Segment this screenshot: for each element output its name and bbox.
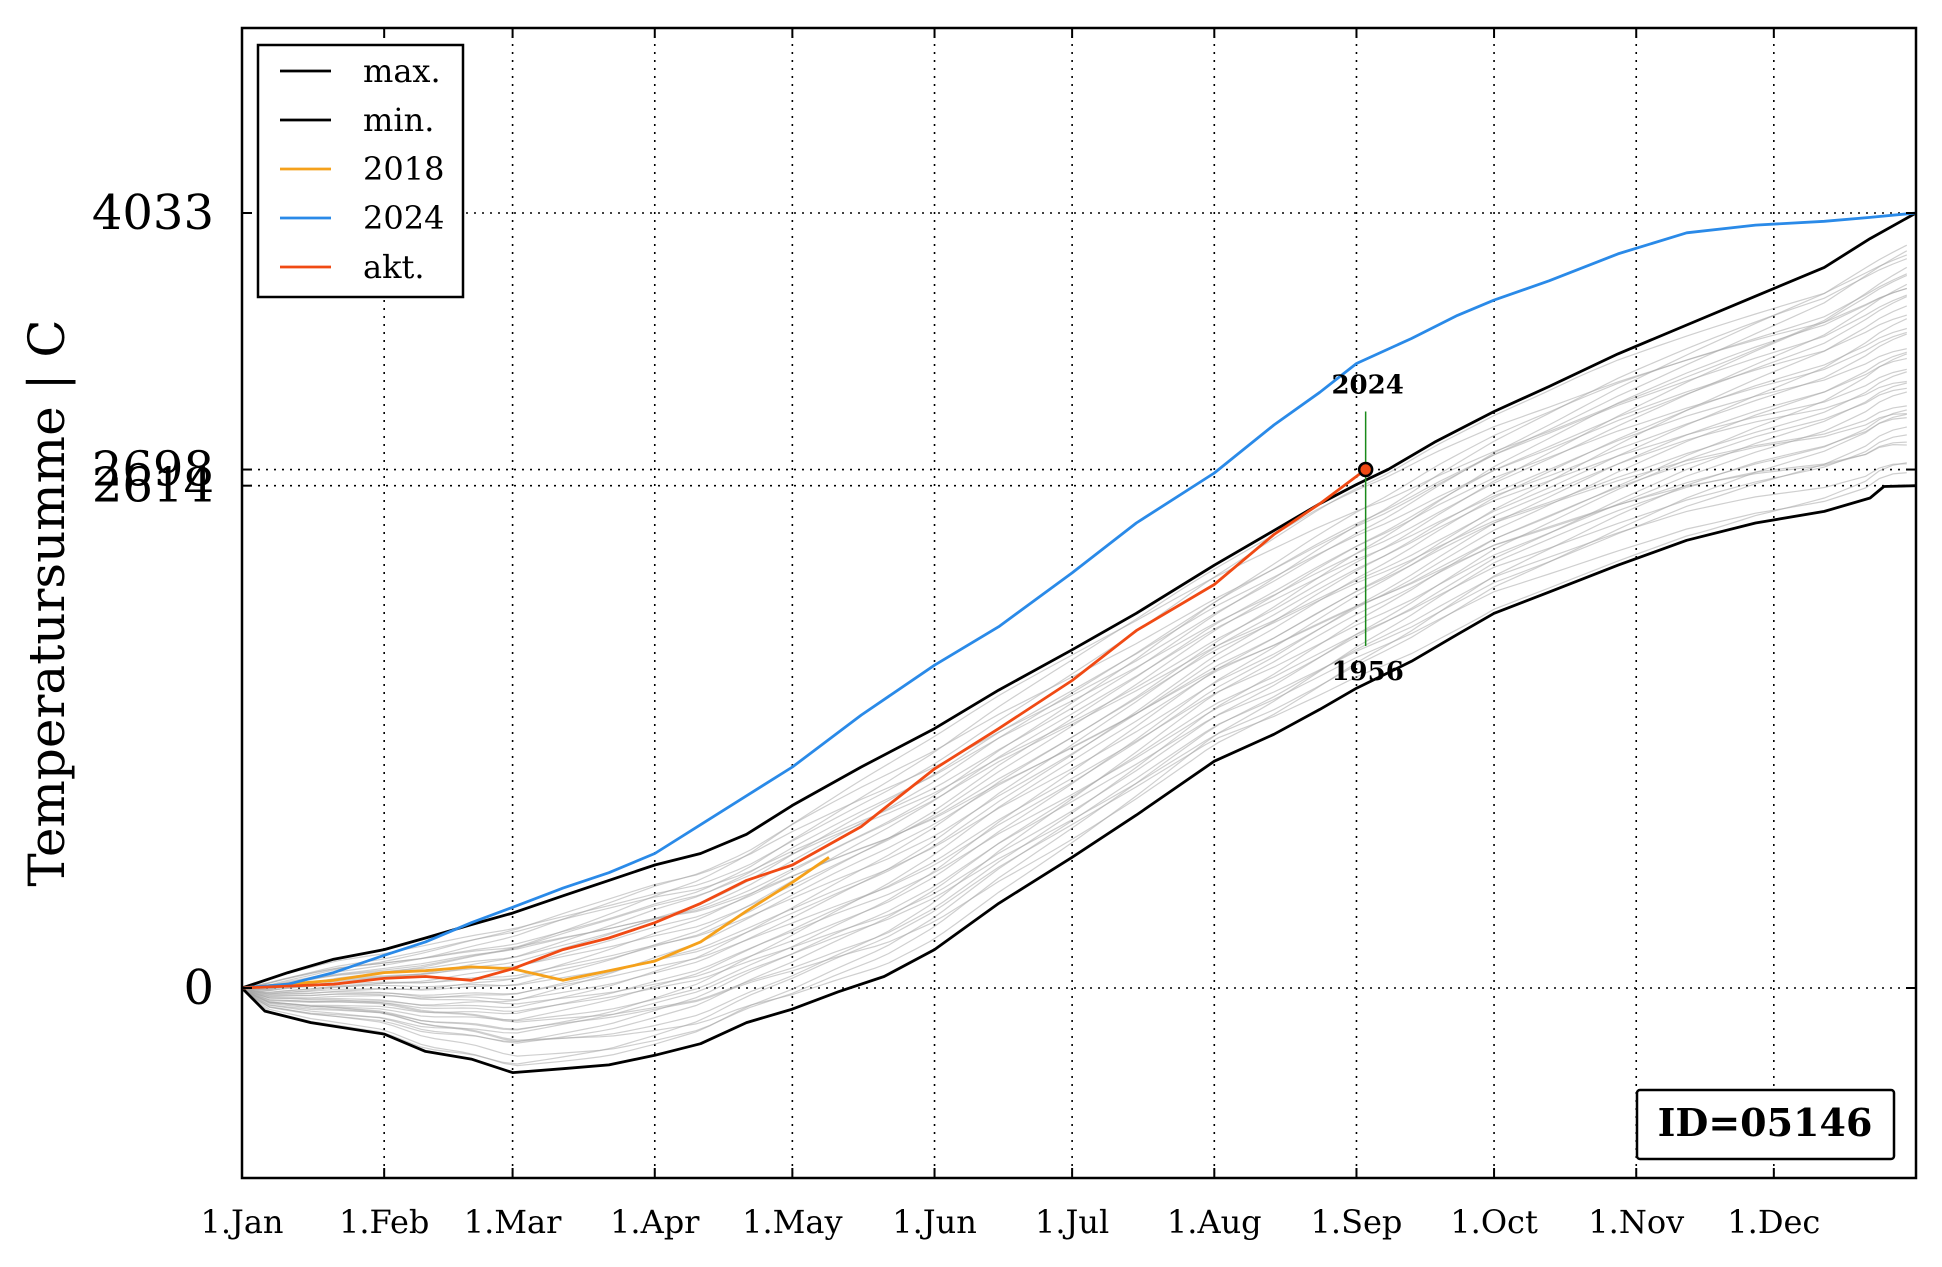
historical-year-line [241,273,1908,989]
y-tick-label: 0 [183,960,214,1016]
historical-year-line [241,413,1907,1023]
historical-year-line [241,254,1908,989]
historical-year-line [241,391,1907,1021]
historical-year-line [241,380,1907,1005]
historical-year-line [241,294,1908,989]
x-tick-label: 1.Jun [892,1203,977,1241]
historical-year-line [241,266,1908,989]
y-tick-label: 2698 [92,442,214,498]
historical-year-line [241,258,1908,989]
historical-year-line [241,387,1907,1012]
historical-year-line [241,274,1908,990]
x-tick-label: 1.Jan [200,1203,283,1241]
historical-year-line [241,382,1907,1015]
historical-year-line [241,296,1908,990]
legend-label: max. [363,52,441,90]
max-year-label: 2024 [1331,371,1403,401]
y-axis-label: Temperatursumme | C [18,319,76,886]
x-tick-label: 1.May [742,1203,842,1241]
plot-frame [240,26,1918,1180]
station-id-box: ID=05146 [1635,1088,1896,1161]
legend-frame [256,43,465,299]
station-id-frame [1635,1088,1896,1161]
series-line-max [241,211,1917,990]
current-value-point [1357,461,1374,478]
historical-year-line [241,244,1908,989]
historical-year-line [241,327,1907,994]
x-tick-label: 1.Feb [339,1203,429,1241]
legend: max. min. 2018 2024 akt. [256,43,465,299]
historical-year-line [241,417,1907,1030]
legend-label: akt. [363,248,425,286]
historical-year-line [241,250,1908,989]
y-tick-label: 4033 [92,185,214,241]
historical-year-line [241,331,1907,992]
legend-label: 2024 [363,199,444,237]
historical-year-line [241,472,1907,1067]
legend-label: 2018 [363,150,444,188]
historical-year-line [241,462,1907,1065]
station-id-text: ID=05146 [1658,1100,1873,1145]
series-layer [241,211,1917,1074]
x-tick-label: 1.Oct [1450,1203,1538,1241]
series-line-akt [241,468,1367,990]
min-year-label: 1956 [1331,657,1403,687]
series-line-2024 [241,211,1917,990]
historical-year-line [241,413,1907,1034]
x-tick-label: 1.Mar [464,1203,562,1241]
historical-year-line [241,348,1907,993]
x-tick-label: 1.Dec [1727,1203,1820,1241]
historical-year-line [241,333,1908,995]
series-line-min [241,484,1917,1074]
historical-year-line [241,434,1907,1044]
x-tick-label: 1.Apr [610,1203,700,1241]
historical-year-line [242,287,1907,989]
x-tick-label: 1.Jul [1035,1203,1109,1241]
historical-year-line [241,405,1907,1022]
legend-label: min. [363,101,434,139]
x-tick-label: 1.Sep [1311,1203,1403,1241]
historical-year-line [241,351,1907,999]
historical-years-layer [241,244,1908,1067]
axis-ticks-layer: 1.Jan 1.Feb 1.Mar 1.Apr 1.May 1.Jun 1.Jul 1.Aug… [92,28,1916,1241]
historical-year-line [241,368,1907,1001]
historical-year-line [241,409,1907,1031]
y-tick-label: 2614 [92,458,214,514]
x-tick-label: 1.Aug [1167,1203,1262,1241]
marker-layer: 2024 1956 [1331,371,1403,687]
x-tick-label: 1.Nov [1588,1203,1684,1241]
historical-year-line [241,443,1907,1041]
series-line-2018 [241,856,830,990]
